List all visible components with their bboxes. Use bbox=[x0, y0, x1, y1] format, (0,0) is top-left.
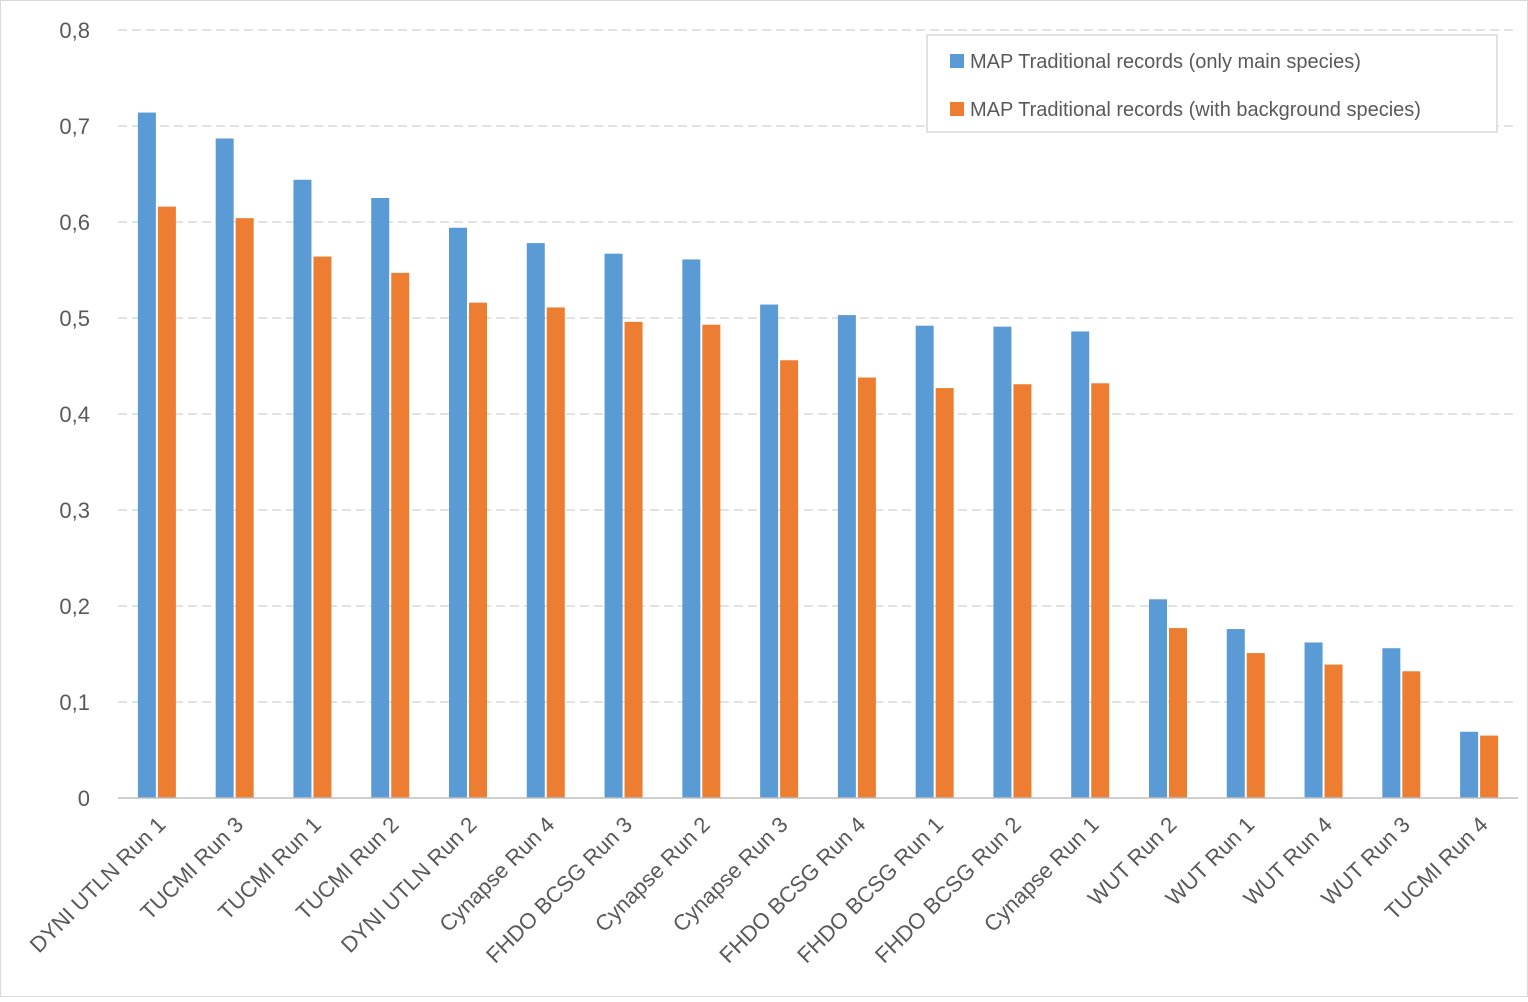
bar-background-species bbox=[157, 206, 176, 798]
bar-main-species bbox=[1382, 648, 1401, 798]
bar-background-species bbox=[935, 388, 954, 798]
bar-background-species bbox=[391, 272, 410, 798]
bar-background-species bbox=[857, 377, 876, 798]
y-tick-label: 0 bbox=[78, 786, 90, 811]
y-tick-label: 0,3 bbox=[59, 498, 90, 523]
bar-main-species bbox=[293, 179, 312, 798]
bar-main-species bbox=[993, 326, 1012, 798]
bar-main-species bbox=[1460, 731, 1479, 798]
y-axis-ticks: 0 0,1 0,2 0,3 0,4 0,5 0,6 0,7 0,8 bbox=[59, 18, 90, 811]
bar-background-species bbox=[1324, 664, 1343, 798]
bar-main-species bbox=[682, 259, 701, 798]
legend: MAP Traditional records (only main speci… bbox=[926, 34, 1498, 133]
y-tick-label: 0,8 bbox=[59, 18, 90, 43]
bar-background-species bbox=[1091, 383, 1110, 798]
legend-label-background-species: MAP Traditional records (with background… bbox=[970, 99, 1421, 121]
y-tick-label: 0,2 bbox=[59, 594, 90, 619]
bar-main-species bbox=[526, 243, 545, 798]
bar-background-species bbox=[780, 360, 799, 798]
bar-background-species bbox=[469, 302, 487, 798]
bar-background-species bbox=[1169, 628, 1187, 798]
legend-swatch-main-species bbox=[950, 54, 964, 68]
bar-background-species bbox=[1013, 384, 1032, 798]
bar-main-species bbox=[1226, 629, 1245, 798]
y-tick-label: 0,7 bbox=[59, 114, 90, 139]
bar-background-species bbox=[313, 256, 332, 798]
bar-main-species bbox=[915, 325, 934, 798]
y-tick-label: 0,4 bbox=[59, 402, 90, 427]
bar-main-species bbox=[837, 315, 856, 798]
y-tick-label: 0,5 bbox=[59, 306, 90, 331]
bar-main-species bbox=[1304, 642, 1323, 798]
bars bbox=[137, 112, 1499, 799]
bar-main-species bbox=[215, 138, 234, 799]
bar-main-species bbox=[760, 304, 779, 798]
bar-background-species bbox=[702, 324, 721, 798]
legend-label-main-species: MAP Traditional records (only main speci… bbox=[970, 51, 1361, 73]
bar-background-species bbox=[1480, 735, 1499, 798]
bar-background-species bbox=[235, 218, 254, 798]
bar-background-species bbox=[1402, 671, 1421, 798]
bar-main-species bbox=[604, 253, 623, 798]
y-tick-label: 0,1 bbox=[59, 690, 90, 715]
bar-background-species bbox=[546, 307, 565, 798]
bar-background-species bbox=[624, 321, 643, 798]
bar-main-species bbox=[137, 112, 156, 798]
bar-main-species bbox=[1071, 331, 1090, 798]
bar-main-species bbox=[1149, 599, 1167, 798]
legend-swatch-background-species bbox=[950, 102, 964, 116]
bar-background-species bbox=[1246, 653, 1265, 798]
bar-main-species bbox=[449, 227, 467, 798]
y-tick-label: 0,6 bbox=[59, 210, 90, 235]
legend-box bbox=[926, 34, 1498, 133]
bar-main-species bbox=[371, 198, 390, 798]
